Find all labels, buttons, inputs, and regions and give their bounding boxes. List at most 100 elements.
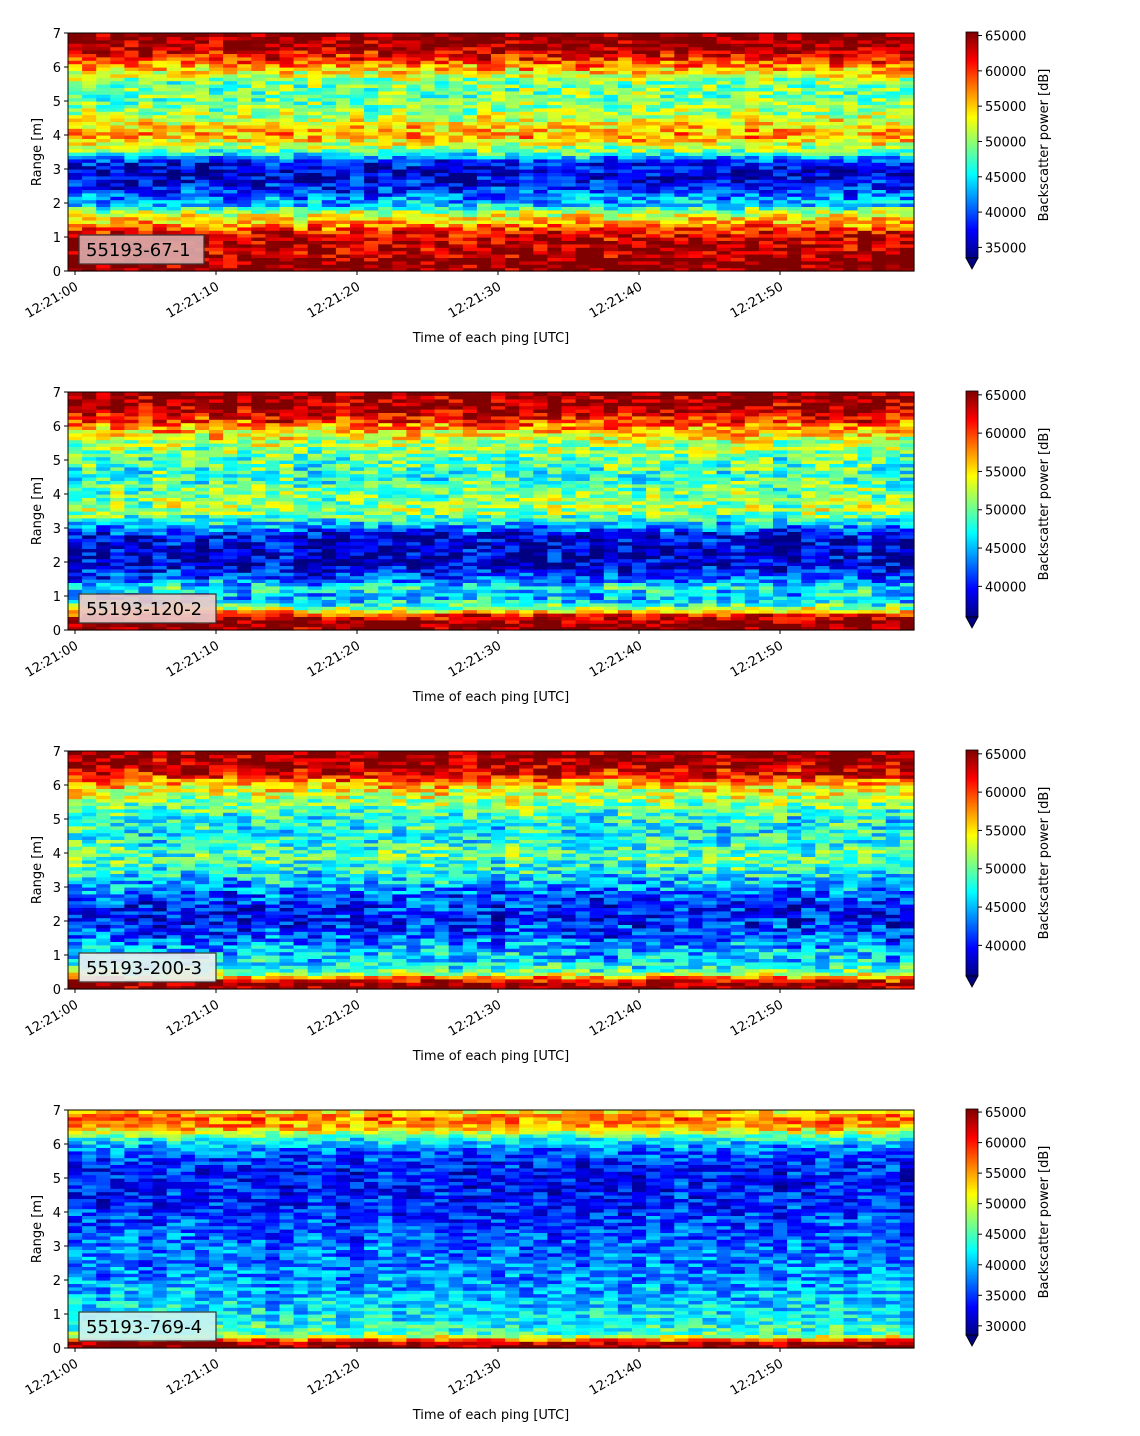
heatmap-cell bbox=[448, 148, 464, 153]
heatmap-cell bbox=[68, 138, 83, 143]
heatmap-cell bbox=[617, 145, 633, 150]
heatmap-cell bbox=[730, 186, 746, 190]
heatmap-cell bbox=[688, 257, 704, 262]
heatmap-cell bbox=[194, 158, 210, 163]
heatmap-cell bbox=[364, 240, 379, 245]
heatmap-cell bbox=[152, 46, 168, 51]
heatmap-cell bbox=[180, 73, 196, 78]
heatmap-cell bbox=[660, 162, 675, 167]
heatmap-cell bbox=[603, 243, 619, 248]
heatmap-cell bbox=[82, 50, 97, 54]
heatmap-cell bbox=[448, 175, 464, 180]
heatmap-cell bbox=[406, 209, 422, 214]
heatmap-cell bbox=[674, 155, 689, 160]
heatmap-cell bbox=[547, 141, 563, 146]
heatmap-cell bbox=[617, 199, 633, 204]
heatmap-cell bbox=[180, 162, 196, 167]
heatmap-cell bbox=[194, 121, 210, 126]
heatmap-cell bbox=[871, 199, 887, 204]
heatmap-cell bbox=[138, 46, 154, 51]
heatmap-cell bbox=[307, 114, 323, 119]
heatmap-cell bbox=[293, 80, 309, 85]
heatmap-cell bbox=[462, 196, 478, 201]
heatmap-cell bbox=[519, 233, 534, 238]
heatmap-cell bbox=[589, 141, 605, 146]
heatmap-cell bbox=[491, 247, 506, 252]
heatmap-cell bbox=[744, 39, 760, 44]
heatmap-cell bbox=[758, 50, 774, 54]
heatmap-cell bbox=[209, 94, 224, 99]
heatmap-cell bbox=[209, 131, 224, 136]
heatmap-cell bbox=[702, 111, 718, 116]
heatmap-cell bbox=[899, 141, 915, 146]
heatmap-cell bbox=[364, 33, 379, 37]
heatmap-cell bbox=[209, 209, 224, 214]
heatmap-cell bbox=[335, 257, 351, 262]
heatmap-cell bbox=[730, 145, 746, 150]
heatmap-cell bbox=[96, 121, 111, 126]
heatmap-cell bbox=[505, 213, 520, 218]
heatmap-cell bbox=[279, 121, 295, 126]
heatmap-cell bbox=[82, 145, 97, 150]
heatmap-cell bbox=[279, 257, 295, 262]
heatmap-cell bbox=[364, 152, 379, 156]
heatmap-cell bbox=[420, 162, 436, 167]
heatmap-cell bbox=[110, 118, 125, 122]
heatmap-cell bbox=[251, 186, 266, 190]
heatmap-cell bbox=[603, 80, 619, 85]
heatmap-cell bbox=[223, 152, 238, 156]
heatmap-cell bbox=[251, 87, 266, 92]
heatmap-cell bbox=[688, 162, 704, 167]
heatmap-cell bbox=[617, 101, 633, 105]
heatmap-cell bbox=[547, 121, 563, 126]
heatmap-cell bbox=[82, 56, 97, 61]
heatmap-cell bbox=[730, 53, 746, 58]
heatmap-cell bbox=[462, 53, 478, 58]
heatmap-cell bbox=[152, 53, 168, 58]
heatmap-cell bbox=[589, 90, 605, 95]
heatmap-cell bbox=[434, 118, 450, 122]
heatmap-cell bbox=[96, 179, 111, 184]
heatmap-cell bbox=[716, 237, 732, 241]
heatmap-cell bbox=[96, 118, 111, 122]
heatmap-cell bbox=[110, 206, 125, 211]
heatmap-cell bbox=[505, 169, 520, 173]
heatmap-cell bbox=[448, 84, 464, 88]
heatmap-cell bbox=[138, 111, 154, 116]
heatmap-cell bbox=[448, 240, 464, 245]
heatmap-cell bbox=[660, 145, 675, 150]
heatmap-cell bbox=[321, 43, 337, 48]
heatmap-cell bbox=[462, 179, 478, 184]
heatmap-cell bbox=[434, 152, 450, 156]
heatmap-cell bbox=[209, 179, 224, 184]
heatmap-cell bbox=[307, 220, 323, 224]
heatmap-cell bbox=[660, 243, 675, 248]
heatmap-cell bbox=[209, 230, 224, 235]
heatmap-cell bbox=[448, 226, 464, 231]
heatmap-cell bbox=[547, 107, 563, 112]
heatmap-cell bbox=[335, 104, 351, 109]
heatmap-cell bbox=[575, 152, 591, 156]
heatmap-cell bbox=[773, 158, 788, 163]
heatmap-cell bbox=[603, 206, 619, 211]
heatmap-cell bbox=[265, 264, 281, 269]
heatmap-cell bbox=[646, 94, 661, 99]
heatmap-cell bbox=[533, 118, 548, 122]
heatmap-cell bbox=[505, 60, 520, 65]
heatmap-cell bbox=[152, 470, 168, 475]
heatmap-cell bbox=[660, 39, 675, 44]
heatmap-cell bbox=[251, 233, 266, 238]
heatmap-cell bbox=[674, 138, 689, 143]
heatmap-cell bbox=[885, 199, 901, 204]
heatmap-cell bbox=[674, 264, 689, 269]
heatmap-cell bbox=[420, 223, 436, 228]
heatmap-cell bbox=[575, 162, 591, 167]
heatmap-cell bbox=[364, 247, 379, 252]
heatmap-cell bbox=[491, 152, 506, 156]
heatmap-cell bbox=[899, 131, 915, 136]
heatmap-cell bbox=[857, 165, 873, 170]
heatmap-cell bbox=[434, 158, 450, 163]
heatmap-cell bbox=[575, 121, 591, 126]
heatmap-cell bbox=[491, 63, 506, 68]
heatmap-cell bbox=[885, 250, 901, 255]
